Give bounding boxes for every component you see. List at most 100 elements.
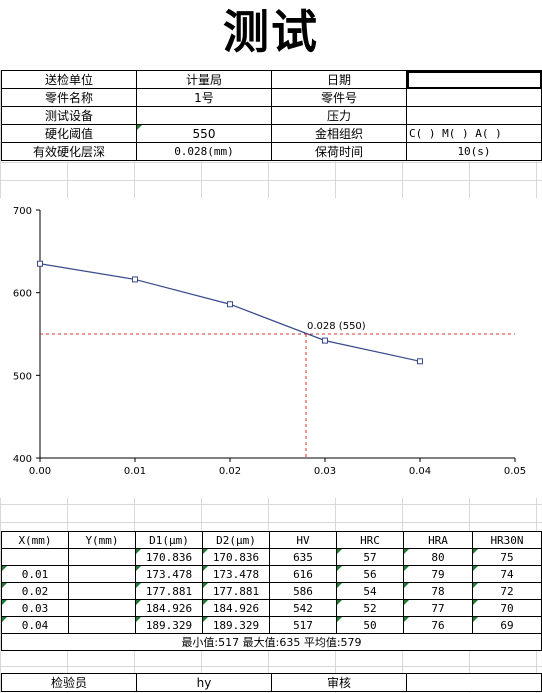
threshold-value[interactable]: 550 [136, 124, 272, 143]
unit-label: 送检单位 [1, 70, 137, 89]
data-point [37, 260, 43, 267]
cell-x[interactable] [1, 548, 69, 566]
table-row: 0.03 184.926 184.926 542 52 77 70 [1, 599, 542, 617]
header-hv: HV [269, 531, 337, 549]
cell-x[interactable]: 0.04 [1, 616, 69, 634]
threshold-label: 硬化阈值 [1, 124, 137, 143]
cell-y[interactable] [68, 582, 136, 600]
cell-d2[interactable]: 184.926 [202, 599, 270, 617]
hardness-chart[interactable]: 400 500 600 700 0.00 0.01 0.02 0.03 0.04 0.05 0.02… [0, 198, 542, 498]
x-tick-label: 0.03 [314, 466, 336, 477]
part-no-value[interactable] [406, 88, 542, 107]
cell-d1[interactable]: 173.478 [135, 565, 203, 583]
cell-hv[interactable]: 586 [269, 582, 337, 600]
cell-hra[interactable]: 76 [403, 616, 473, 634]
cell-d2[interactable]: 177.881 [202, 582, 270, 600]
hardness-data-table: X(mm) Y(mm) D1(μm) D2(μm) HV HRC HRA HR3… [1, 531, 542, 651]
cell-hv[interactable]: 635 [269, 548, 337, 566]
cell-hr30n[interactable]: 69 [472, 616, 542, 634]
hardness-chart-area: 400 500 600 700 0.00 0.01 0.02 0.03 0.04 0.05 0.02… [0, 198, 542, 498]
header-x: X(mm) [1, 531, 69, 549]
pressure-value[interactable] [406, 106, 542, 125]
data-point [132, 276, 138, 283]
part-name-value[interactable]: 1号 [136, 88, 272, 107]
stats-summary: 最小值:517 最大值:635 平均值:579 [1, 633, 542, 651]
structure-label: 金相组织 [271, 124, 407, 143]
y-tick-label: 600 [13, 289, 32, 300]
cell-x[interactable]: 0.01 [1, 565, 69, 583]
cell-hrc[interactable]: 54 [336, 582, 404, 600]
table-row: 0.04 189.329 189.329 517 50 76 69 [1, 616, 542, 634]
cell-hra[interactable]: 77 [403, 599, 473, 617]
cell-d1[interactable]: 189.329 [135, 616, 203, 634]
cell-hv[interactable]: 616 [269, 565, 337, 583]
info-table: 送检单位 计量局 日期 零件名称 1号 零件号 测试设备 压力 硬化阈值 550… [1, 70, 542, 161]
x-tick-label: 0.01 [124, 466, 146, 477]
cell-d2[interactable]: 189.329 [202, 616, 270, 634]
signature-table: 检验员 hy 审核 [1, 673, 542, 692]
depth-annotation: 0.028 (550) [307, 321, 366, 332]
cell-d1[interactable]: 177.881 [135, 582, 203, 600]
y-tick-label: 400 [13, 454, 32, 465]
data-point [227, 301, 233, 308]
data-point [417, 358, 423, 365]
header-hr30n: HR30N [472, 531, 542, 549]
cell-hrc[interactable]: 52 [336, 599, 404, 617]
cell-hra[interactable]: 80 [403, 548, 473, 566]
review-label: 审核 [271, 673, 407, 692]
cell-d1[interactable]: 184.926 [135, 599, 203, 617]
cell-y[interactable] [68, 548, 136, 566]
review-value[interactable] [406, 673, 542, 692]
x-tick-label: 0.05 [504, 466, 526, 477]
unit-value[interactable]: 计量局 [136, 70, 272, 89]
y-tick-label: 700 [13, 206, 32, 217]
cell-y[interactable] [68, 599, 136, 617]
cell-d2[interactable]: 173.478 [202, 565, 270, 583]
device-label: 测试设备 [1, 106, 137, 125]
cell-hrc[interactable]: 57 [336, 548, 404, 566]
cell-hra[interactable]: 78 [403, 582, 473, 600]
hold-value[interactable]: 10(s) [406, 142, 542, 161]
structure-value[interactable]: C( ) M( ) A( ) [406, 124, 542, 143]
pressure-label: 压力 [271, 106, 407, 125]
device-value[interactable] [136, 106, 272, 125]
cell-d1[interactable]: 170.836 [135, 548, 203, 566]
table-row: 0.02 177.881 177.881 586 54 78 72 [1, 582, 542, 600]
page-title: 测试 [0, 0, 542, 70]
cell-hv[interactable]: 517 [269, 616, 337, 634]
cell-hrc[interactable]: 56 [336, 565, 404, 583]
cell-hr30n[interactable]: 75 [472, 548, 542, 566]
cell-hr30n[interactable]: 72 [472, 582, 542, 600]
date-value-cell[interactable] [406, 70, 542, 89]
cell-hr30n[interactable]: 70 [472, 599, 542, 617]
x-tick-label: 0.00 [29, 466, 51, 477]
inspector-label: 检验员 [1, 673, 137, 692]
x-tick-label: 0.04 [409, 466, 431, 477]
date-label: 日期 [271, 70, 407, 89]
stats-row: 最小值:517 最大值:635 平均值:579 [1, 633, 542, 651]
table-header-row: X(mm) Y(mm) D1(μm) D2(μm) HV HRC HRA HR3… [1, 531, 542, 549]
cell-hr30n[interactable]: 74 [472, 565, 542, 583]
cell-hrc[interactable]: 50 [336, 616, 404, 634]
hold-label: 保荷时间 [271, 142, 407, 161]
table-row: 0.01 173.478 173.478 616 56 79 74 [1, 565, 542, 583]
header-d2: D2(μm) [202, 531, 270, 549]
cell-d2[interactable]: 170.836 [202, 548, 270, 566]
cell-x[interactable]: 0.02 [1, 582, 69, 600]
cell-y[interactable] [68, 565, 136, 583]
part-no-label: 零件号 [271, 88, 407, 107]
chart-background [0, 198, 542, 498]
inspector-value[interactable]: hy [136, 673, 272, 692]
header-hra: HRA [403, 531, 473, 549]
part-name-label: 零件名称 [1, 88, 137, 107]
header-d1: D1(μm) [135, 531, 203, 549]
table-row: 170.836 170.836 635 57 80 75 [1, 548, 542, 566]
cell-hra[interactable]: 79 [403, 565, 473, 583]
cell-hv[interactable]: 542 [269, 599, 337, 617]
header-y: Y(mm) [68, 531, 136, 549]
cell-y[interactable] [68, 616, 136, 634]
cell-x[interactable]: 0.03 [1, 599, 69, 617]
header-hrc: HRC [336, 531, 404, 549]
depth-value[interactable]: 0.028(mm) [136, 142, 272, 161]
y-tick-label: 500 [13, 371, 32, 382]
